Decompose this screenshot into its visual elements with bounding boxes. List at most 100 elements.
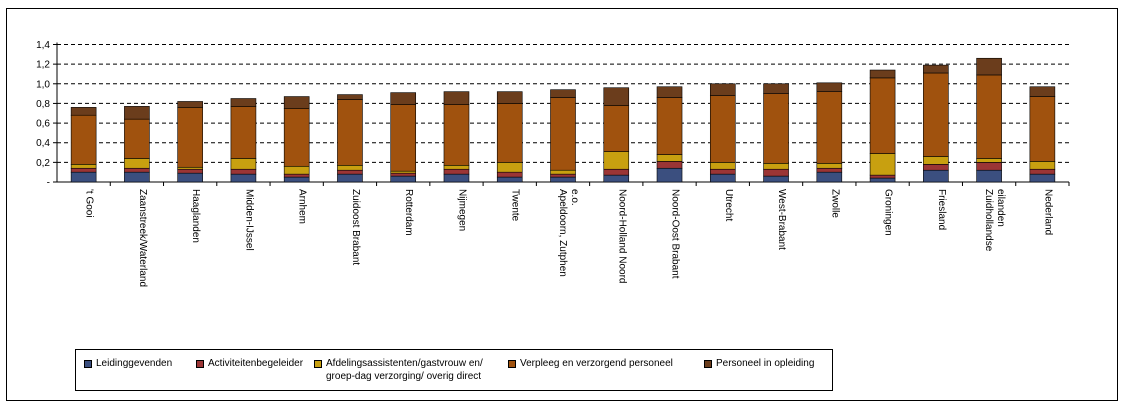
bar-segment (443, 168, 470, 175)
legend-swatch (704, 360, 712, 368)
bar-segment (709, 83, 736, 96)
y-tick-label: 0,8 (36, 99, 50, 110)
legend-label: Activiteitenbegeleider (208, 358, 304, 369)
bar-segment (390, 172, 417, 177)
y-tick-label: 1,4 (36, 40, 50, 51)
x-tick-label: Zwolle (829, 189, 840, 218)
bar-segment (443, 165, 470, 170)
plot-area: - 0,2 0,4 0,6 0,8 1,0 1,2 1,4 't Gooi Zaanstreek/… (36, 40, 1070, 287)
bar-segment (230, 158, 257, 170)
legend-label: Afdelingsassistenten/gastvrouw en/ groep… (326, 358, 483, 382)
x-tick-label: Zuidhollandseeilanden (983, 189, 1006, 252)
x-tick-label: Arnhem (297, 189, 308, 224)
bar-segment (70, 167, 97, 173)
bar-segment (337, 169, 363, 175)
bar-segment (177, 107, 203, 168)
bar-segment (763, 175, 789, 183)
bar-segment (923, 156, 949, 165)
bar-segment (177, 168, 203, 174)
bar-segment (283, 173, 310, 178)
bar-segment (1029, 96, 1056, 162)
legend-item: Leidinggevenden (84, 357, 172, 370)
bar-segment (70, 171, 97, 183)
bar-segment (763, 168, 789, 177)
bar-segment (177, 172, 203, 183)
bar-segment (230, 168, 257, 175)
bar-segment (656, 86, 683, 98)
bar-segment (230, 106, 257, 159)
x-tick-label: Nijmegen (457, 189, 468, 231)
bar-segment (763, 93, 789, 164)
bar-segment (337, 173, 363, 183)
bar-segment (816, 82, 843, 92)
bar-segment (603, 168, 630, 176)
bar-segment (70, 164, 97, 169)
y-tick-label: 0,2 (36, 158, 50, 169)
bar-segment (976, 158, 1002, 163)
bar-segment (496, 91, 523, 104)
bar-segment (816, 91, 843, 164)
bar-segment (763, 83, 789, 94)
legend-item: Afdelingsassistenten/gastvrouw en/ groep… (314, 357, 483, 383)
bar-segment (124, 118, 150, 159)
legend-label: Leidinggevenden (96, 358, 173, 369)
bar-segment (390, 175, 417, 183)
x-tick-label: Zaanstreek/Waterland (137, 189, 148, 287)
legend: Leidinggevenden Activiteitenbegeleider Afd… (75, 349, 833, 391)
bar-segment (923, 164, 949, 171)
bar-segment (656, 154, 683, 162)
bar-segment (763, 163, 789, 170)
bar-segment (869, 174, 896, 179)
legend-label: Personeel in opleiding (716, 358, 815, 369)
bar-segment (390, 92, 417, 105)
legend-swatch (508, 360, 516, 368)
bar-segment (283, 165, 310, 175)
bar-segment (869, 153, 896, 176)
bar-segment (443, 104, 470, 166)
bar-segment (603, 87, 630, 106)
bar-segment (496, 103, 523, 163)
bar-segment (923, 72, 949, 157)
bar-segment (816, 163, 843, 169)
bar-segment (230, 173, 257, 183)
bar-segment (550, 173, 576, 178)
x-tick-label: Utrecht (723, 189, 734, 221)
bar-segment (443, 91, 470, 105)
bar-segment (550, 89, 576, 98)
bar-segment (656, 161, 683, 169)
bar-segment (124, 171, 150, 183)
x-tick-label: Rotterdam (403, 189, 414, 236)
legend-swatch (314, 360, 322, 368)
x-tick-label: 't Gooi (84, 189, 95, 218)
legend-item: Activiteitenbegeleider (196, 357, 303, 370)
bar-segment (709, 95, 736, 163)
x-tick-label: Nederland (1042, 189, 1053, 235)
bar-segment (656, 167, 683, 183)
bar-segment (869, 77, 896, 154)
bar-segment (390, 104, 417, 172)
bar-segment (709, 162, 736, 170)
bar-segment (283, 108, 310, 167)
bar-segment (550, 97, 576, 171)
x-tick-label: Noord-Oost Brabant (670, 189, 681, 279)
bar-segment (230, 98, 257, 107)
bar-segment (496, 171, 523, 178)
bar-segment (337, 94, 363, 100)
x-tick-label: Groningen (883, 189, 894, 236)
bar-segment (337, 99, 363, 166)
bar-segment (124, 158, 150, 169)
y-tick-label: 0,6 (36, 119, 50, 130)
bar-segment (816, 167, 843, 173)
bar-segment (124, 167, 150, 173)
bar-segment (496, 176, 523, 183)
bar-segment (177, 101, 203, 108)
x-tick-label: Haaglanden (190, 189, 201, 243)
y-tick-label: 1,2 (36, 60, 50, 71)
bar-segment (70, 107, 97, 116)
bar-segment (124, 106, 150, 120)
bar-segment (816, 171, 843, 183)
bar-segment (869, 69, 896, 79)
bar-segment (976, 74, 1002, 159)
bar-segment (869, 177, 896, 183)
bar-segment (550, 176, 576, 183)
